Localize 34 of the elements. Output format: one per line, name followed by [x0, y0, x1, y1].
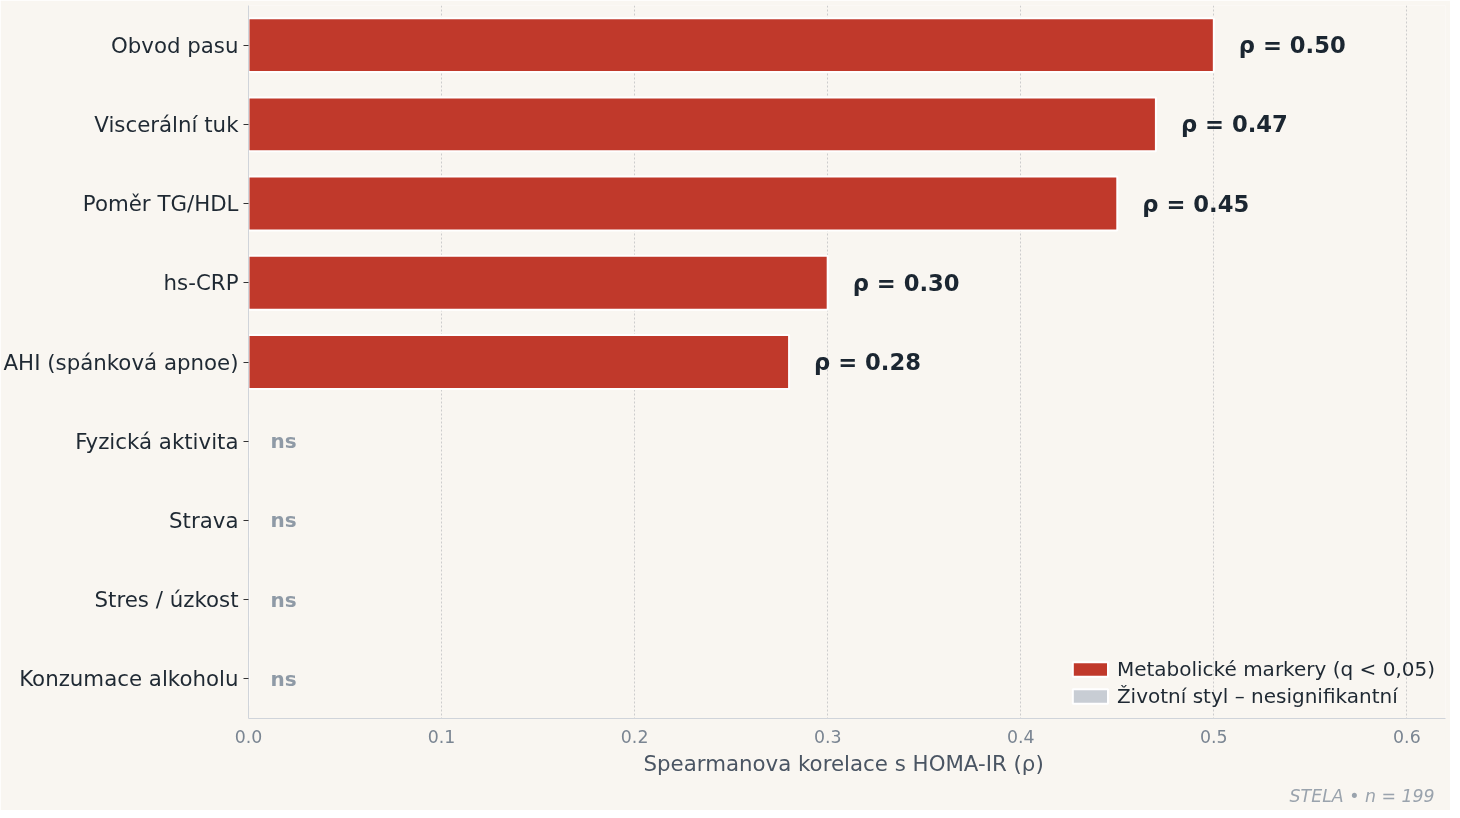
x-tick-label: 0.4 [1006, 726, 1035, 747]
y-tick-label: hs-CRP [163, 270, 239, 296]
data-label: ns [270, 429, 297, 454]
x-tick-label: 0.2 [620, 726, 649, 747]
data-label: ρ = 0.50 [1238, 32, 1346, 59]
y-tick-label: AHI (spánková apnoe) [3, 349, 239, 375]
y-tick-label: Konzumace alkoholu [19, 666, 239, 692]
data-label: ρ = 0.28 [814, 349, 921, 375]
data-label: ns [270, 587, 297, 612]
bar [248, 254, 829, 311]
y-tick-label: Fyzická aktivita [75, 428, 239, 454]
y-tick-label: Stres / úzkost [94, 587, 239, 613]
x-tick-label: 0.5 [1200, 726, 1228, 747]
y-tick-label: Obvod pasu [110, 32, 239, 58]
y-tick-label: Strava [169, 507, 239, 533]
legend-label: Životní styl – nesignifikantní [1116, 684, 1398, 708]
text: STELA • n = 199 [1289, 785, 1435, 806]
data-label: ρ = 0.30 [852, 269, 960, 296]
legend-label: Metabolické markery (q < 0,05) [1116, 657, 1435, 681]
data-label: ns [270, 508, 297, 533]
x-tick-label: 0.1 [427, 726, 456, 747]
data-label: ns [270, 666, 297, 691]
bar [248, 175, 1119, 232]
y-tick-label: Poměr TG/HDL [82, 191, 239, 217]
bar [248, 96, 1157, 153]
data-label: ρ = 0.45 [1142, 190, 1250, 217]
x-tick-label: 0.3 [813, 726, 842, 747]
x-tick-label: 0.6 [1393, 726, 1421, 747]
y-tick-label: Viscerální tuk [94, 111, 240, 137]
bar [248, 17, 1215, 74]
bar [248, 334, 791, 390]
data-label: ρ = 0.47 [1180, 111, 1288, 138]
x-axis-title: Spearmanova korelace s HOMA-IR (ρ) [643, 750, 1044, 776]
x-tick-label: 0.0 [234, 726, 263, 747]
